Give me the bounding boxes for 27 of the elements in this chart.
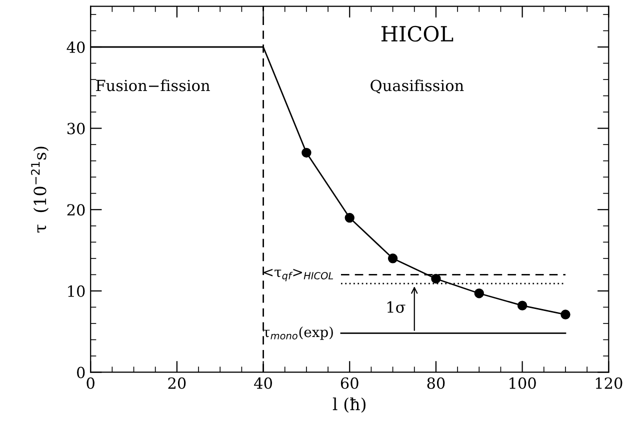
- y-tick-label: 10: [68, 285, 85, 297]
- point: [517, 300, 528, 310]
- annotation: Quasifission: [370, 79, 464, 94]
- annotation: 1σ: [387, 301, 406, 313]
- y-tick-label: 0: [77, 366, 85, 378]
- point: [560, 310, 570, 320]
- point: [302, 148, 312, 158]
- annotation: HICOL: [381, 26, 454, 42]
- x-tick-label: 80: [427, 377, 445, 389]
- x-axis-title: l (ħ): [332, 397, 366, 413]
- x-tick-label: 40: [254, 377, 272, 389]
- point: [474, 288, 484, 298]
- x-tick-label: 120: [596, 377, 622, 389]
- y-axis-title: τ (10$^{−21}$s): [30, 146, 49, 233]
- point: [388, 254, 398, 264]
- x-tick-label: 100: [510, 377, 536, 389]
- y-tick-label: 30: [67, 122, 85, 134]
- x-tick-label: 60: [340, 377, 358, 389]
- annotation: Fusion−fission: [96, 79, 210, 92]
- y-tick-label: 40: [66, 41, 85, 54]
- x-tick-label: 20: [168, 377, 186, 389]
- series-label: τ$_{mono}$(exp): [263, 326, 333, 340]
- y-tick-label: 20: [67, 204, 85, 216]
- x-tick-label: 0: [86, 377, 94, 389]
- point: [344, 212, 354, 223]
- series-label: <τ$_{qf}$>$_{HICOL}$: [264, 268, 334, 282]
- point: [431, 274, 441, 284]
